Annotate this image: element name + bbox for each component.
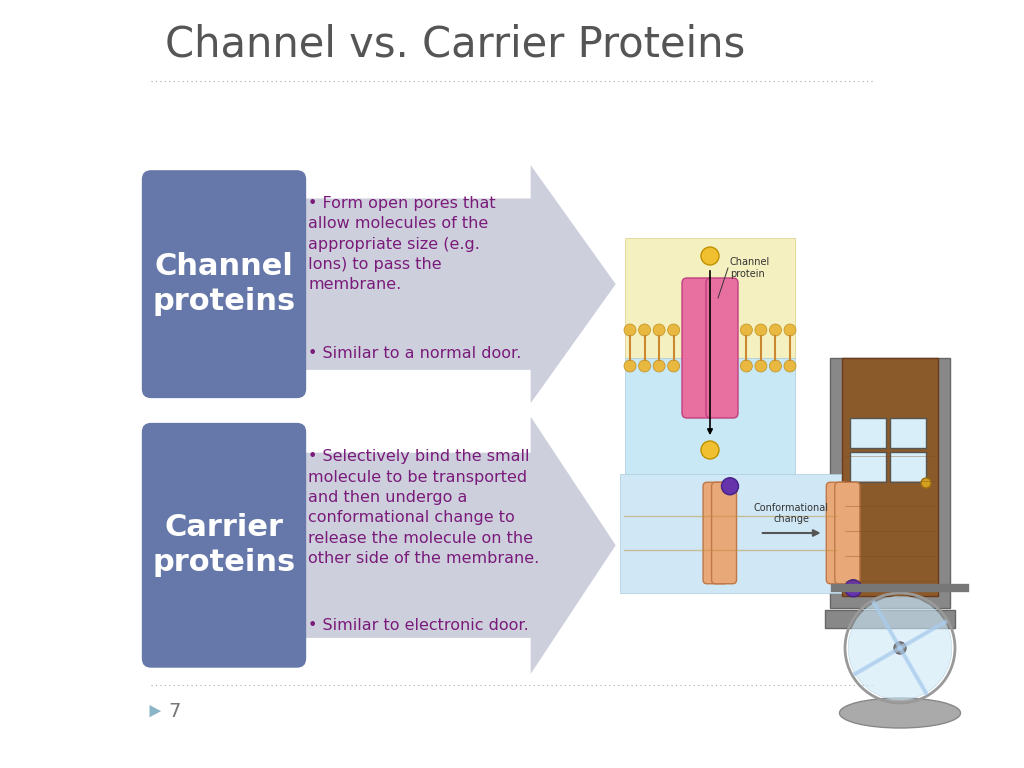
FancyBboxPatch shape — [706, 278, 738, 418]
Circle shape — [624, 324, 636, 336]
Text: • Similar to a normal door.: • Similar to a normal door. — [308, 346, 522, 361]
Circle shape — [921, 478, 931, 488]
Polygon shape — [301, 416, 615, 674]
Circle shape — [624, 360, 636, 372]
Polygon shape — [848, 603, 900, 674]
FancyBboxPatch shape — [682, 278, 714, 418]
Circle shape — [722, 478, 738, 495]
Circle shape — [740, 360, 753, 372]
Bar — [620, 474, 841, 592]
Text: Channel
protein: Channel protein — [730, 257, 770, 279]
Circle shape — [784, 360, 796, 372]
Text: Channel
proteins: Channel proteins — [153, 252, 296, 316]
Circle shape — [755, 324, 767, 336]
Circle shape — [639, 324, 650, 336]
Bar — [625, 358, 795, 478]
Bar — [890, 418, 926, 448]
Bar — [850, 452, 886, 482]
Circle shape — [769, 324, 781, 336]
Ellipse shape — [840, 698, 961, 728]
Text: • Form open pores that
allow molecules of the
appropriate size (e.g.
Ions) to pa: • Form open pores that allow molecules o… — [308, 196, 496, 293]
Circle shape — [894, 642, 906, 654]
Circle shape — [784, 324, 796, 336]
Text: • Selectively bind the small
molecule to be transported
and then undergo a
confo: • Selectively bind the small molecule to… — [308, 449, 540, 566]
FancyBboxPatch shape — [712, 482, 736, 584]
Polygon shape — [855, 648, 926, 700]
Circle shape — [668, 360, 680, 372]
FancyBboxPatch shape — [826, 482, 851, 584]
Text: Carrier
proteins: Carrier proteins — [153, 513, 296, 578]
Circle shape — [755, 360, 767, 372]
Text: Channel vs. Carrier Proteins: Channel vs. Carrier Proteins — [165, 23, 745, 65]
Polygon shape — [874, 596, 945, 648]
Circle shape — [668, 324, 680, 336]
Polygon shape — [301, 165, 615, 403]
Bar — [825, 610, 955, 628]
FancyBboxPatch shape — [703, 482, 728, 584]
Text: 7: 7 — [168, 702, 180, 720]
Text: Conformational
change: Conformational change — [754, 503, 828, 525]
Circle shape — [740, 324, 753, 336]
Bar — [842, 358, 938, 596]
Circle shape — [653, 324, 666, 336]
FancyBboxPatch shape — [141, 423, 306, 667]
Polygon shape — [900, 622, 952, 693]
Bar — [625, 238, 795, 358]
Bar — [890, 452, 926, 482]
Circle shape — [701, 441, 719, 459]
Polygon shape — [150, 705, 161, 717]
Bar — [830, 358, 950, 608]
Circle shape — [653, 360, 666, 372]
Bar — [850, 418, 886, 448]
Text: • Similar to electronic door.: • Similar to electronic door. — [308, 618, 529, 634]
Circle shape — [845, 580, 862, 597]
Circle shape — [639, 360, 650, 372]
FancyBboxPatch shape — [835, 482, 860, 584]
FancyBboxPatch shape — [141, 170, 306, 398]
Circle shape — [701, 247, 719, 265]
Circle shape — [769, 360, 781, 372]
